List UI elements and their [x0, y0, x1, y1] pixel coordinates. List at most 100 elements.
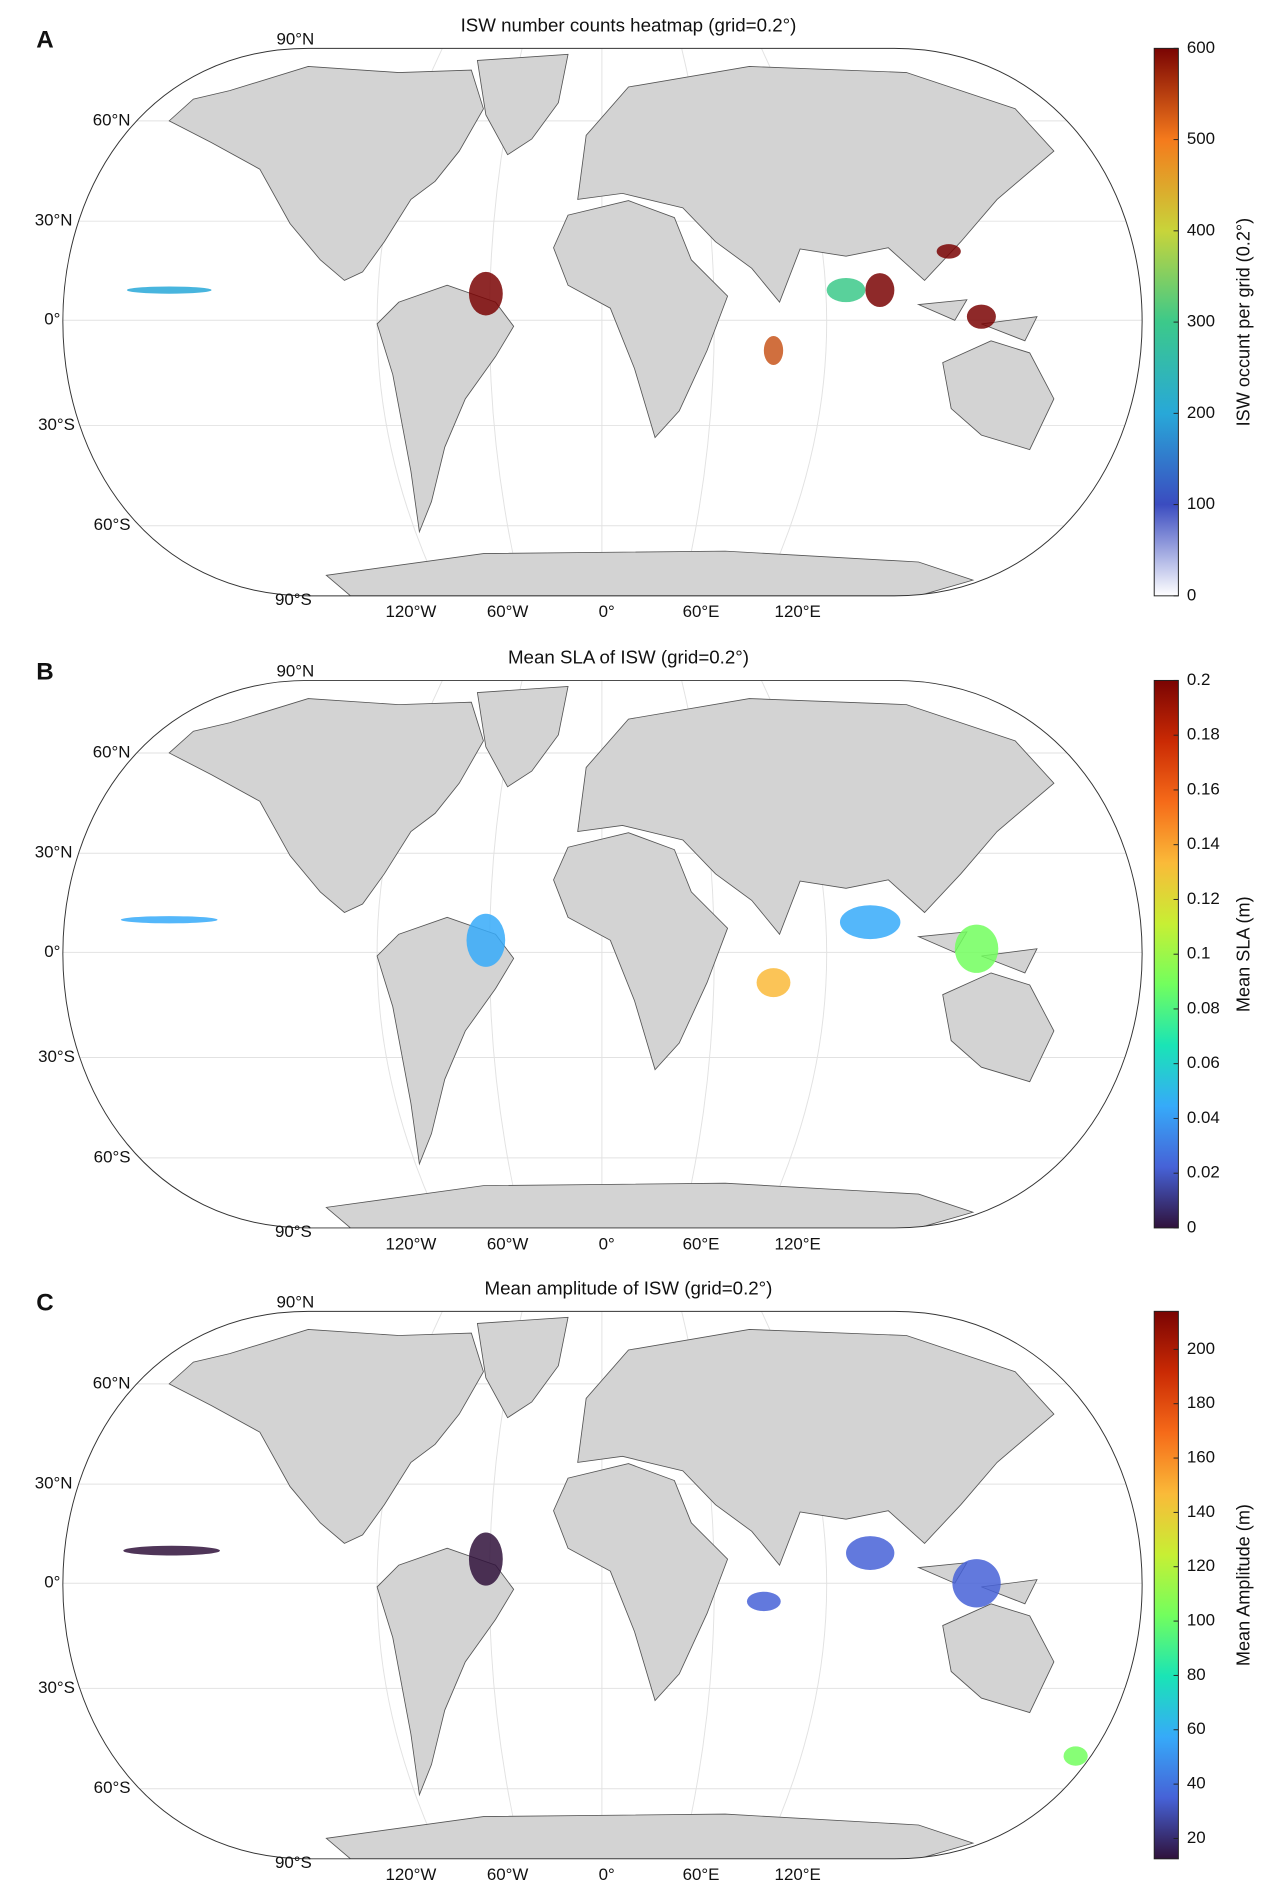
land — [577, 66, 1055, 303]
colorbar-label: Mean SLA (m) — [1234, 896, 1254, 1012]
land — [553, 200, 729, 439]
panel-title: Mean SLA of ISW (grid=0.2°) — [508, 647, 749, 668]
lon-label: 60°E — [683, 1234, 720, 1253]
land — [476, 1316, 569, 1419]
lon-label: 120°W — [385, 1234, 436, 1253]
lat-label: 60°S — [94, 1778, 131, 1797]
hotspot — [1063, 1746, 1088, 1766]
lat-label: 60°S — [94, 515, 131, 534]
colorbar-tick-label: 100 — [1187, 494, 1215, 513]
land — [981, 316, 1038, 342]
colorbar-tick-label: 200 — [1187, 1339, 1215, 1358]
colorbar-tick-label: 100 — [1187, 1611, 1215, 1630]
panel-title: Mean amplitude of ISW (grid=0.2°) — [485, 1278, 773, 1299]
hotspot — [466, 913, 506, 967]
lat-label: 90°S — [275, 1853, 312, 1872]
land — [476, 686, 569, 788]
lon-label: 60°E — [683, 602, 720, 621]
lat-label: 90°N — [276, 661, 314, 680]
hotspot — [468, 1532, 503, 1586]
colorbar-label: ISW occunt per grid (0.2°) — [1234, 218, 1254, 427]
figure-body: A ISW number counts heatmap (grid=0.2°) 90… — [35, 15, 1254, 1885]
lat-label: 60°N — [93, 1373, 131, 1392]
map-outline — [62, 47, 1143, 597]
colorbar-tick-label: 180 — [1187, 1393, 1215, 1412]
colorbar-tick-label: 0.2 — [1187, 670, 1211, 689]
land — [577, 698, 1055, 936]
hotspot — [763, 335, 784, 365]
colorbar-tick-label: 0.04 — [1187, 1108, 1220, 1127]
colorbar-tick-label: 140 — [1187, 1502, 1215, 1521]
land — [168, 698, 484, 913]
colorbar-tick-label: 60 — [1187, 1719, 1206, 1738]
colorbar-tick-label: 500 — [1187, 129, 1215, 148]
colorbar-tick-label: 0.06 — [1187, 1053, 1220, 1072]
land — [553, 1463, 729, 1702]
colorbar-tick-label: 160 — [1187, 1448, 1215, 1467]
map-outline — [62, 1310, 1143, 1860]
panel-label: B — [36, 659, 53, 686]
hotspot — [120, 916, 218, 924]
colorbar-tick-label: 80 — [1187, 1665, 1206, 1684]
lon-label: 60°W — [487, 602, 529, 621]
colorbar-tick-label: 0.18 — [1187, 725, 1220, 744]
lat-label: 30°S — [38, 1678, 75, 1697]
land — [325, 1813, 975, 1859]
lon-label: 120°E — [775, 1234, 821, 1253]
panel: C Mean amplitude of ISW (grid=0.2°) 90°N 60… — [35, 1278, 1254, 1885]
land — [916, 299, 968, 321]
land — [325, 1182, 975, 1228]
land — [942, 1603, 1055, 1714]
land — [168, 1329, 484, 1544]
land — [168, 66, 484, 281]
lat-label: 60°S — [94, 1147, 131, 1166]
colorbar-tick-label: 0.16 — [1187, 779, 1220, 798]
map — [62, 1311, 1143, 1859]
map — [62, 680, 1143, 1228]
hotspot — [826, 277, 866, 303]
colorbar-tick-label: 300 — [1187, 312, 1215, 331]
lon-label: 120°E — [775, 602, 821, 621]
lat-label: 90°N — [276, 1292, 314, 1311]
land — [577, 1329, 1055, 1566]
hotspot — [966, 304, 996, 329]
lat-label: 60°N — [93, 110, 131, 129]
panel: B Mean SLA of ISW (grid=0.2°) 90°N 60°N 30°N… — [35, 647, 1254, 1254]
lat-label: 30°S — [38, 415, 75, 434]
map — [62, 48, 1143, 596]
land — [942, 340, 1055, 451]
colorbar-tick-label: 40 — [1187, 1774, 1206, 1793]
colorbar-tick-label: 400 — [1187, 220, 1215, 239]
lon-label: 120°W — [385, 1865, 436, 1884]
lon-label: 0° — [599, 1234, 615, 1253]
panel-title: ISW number counts heatmap (grid=0.2°) — [461, 15, 797, 36]
colorbar-tick-label: 0.14 — [1187, 834, 1220, 853]
colorbar-tick-label: 0 — [1187, 1217, 1196, 1236]
hotspot — [952, 1559, 1001, 1608]
panel-label: A — [36, 26, 53, 53]
colorbar-tick-label: 120 — [1187, 1556, 1215, 1575]
hotspot — [756, 968, 791, 998]
lat-label: 0° — [44, 1573, 60, 1592]
hotspot — [123, 1545, 220, 1556]
map-outline — [62, 679, 1143, 1229]
land — [553, 832, 729, 1071]
land — [325, 550, 975, 596]
lat-label: 0° — [44, 942, 60, 961]
colorbar — [1153, 1310, 1179, 1860]
colorbar-label: Mean Amplitude (m) — [1234, 1504, 1254, 1666]
colorbar-tick-label: 200 — [1187, 403, 1215, 422]
lat-label: 60°N — [93, 742, 131, 761]
panel: A ISW number counts heatmap (grid=0.2°) 90… — [35, 15, 1254, 622]
lat-label: 30°S — [38, 1047, 75, 1066]
colorbar-tick-label: 600 — [1187, 38, 1215, 57]
lat-label: 90°S — [275, 590, 312, 609]
land — [476, 53, 569, 156]
hotspot — [846, 1536, 895, 1570]
lon-label: 60°W — [487, 1234, 529, 1253]
lat-label: 0° — [44, 310, 60, 329]
hotspot — [468, 271, 503, 316]
lon-label: 60°E — [683, 1865, 720, 1884]
colorbar-tick-label: 0.02 — [1187, 1163, 1220, 1182]
